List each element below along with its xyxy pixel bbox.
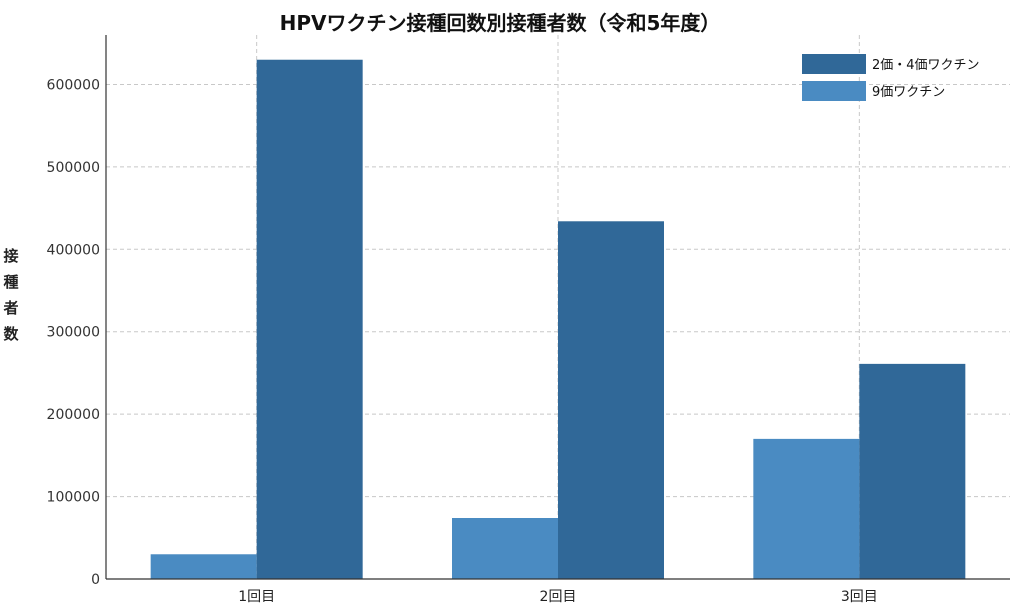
bar-bi-quadrivalent-2 — [558, 221, 664, 579]
y-tick-label: 300000 — [47, 325, 100, 341]
y-axis-label-char: 種 — [3, 273, 19, 291]
legend-label: 2価・4価ワクチン — [872, 58, 980, 73]
bar-nonavalent-1 — [150, 554, 257, 579]
chart-title: HPVワクチン接種回数別接種者数（令和5年度） — [280, 11, 721, 35]
x-tick-label: 3回目 — [841, 589, 878, 605]
y-tick-label: 0 — [91, 572, 100, 588]
x-tick-label: 2回目 — [540, 589, 577, 605]
bars-layer — [150, 59, 966, 579]
y-axis-label: 接種者数 — [0, 243, 22, 347]
bar-nonavalent-2 — [452, 518, 558, 579]
y-tick-label: 600000 — [47, 77, 100, 93]
legend-label: 9価ワクチン — [872, 85, 945, 100]
legend: 2価・4価ワクチン 9価ワクチン — [802, 54, 980, 101]
legend-swatch — [802, 54, 866, 74]
y-tick-label: 500000 — [47, 160, 100, 176]
legend-swatch — [802, 81, 866, 101]
y-axis-label-char: 接 — [3, 247, 19, 265]
y-tick-label: 100000 — [47, 490, 100, 506]
y-axis-label-char: 者 — [3, 299, 19, 317]
bar-bi-quadrivalent-3 — [859, 363, 966, 579]
bar-bi-quadrivalent-1 — [256, 59, 363, 579]
x-tick-label: 1回目 — [238, 589, 275, 605]
y-tick-label: 200000 — [47, 407, 100, 423]
y-axis-label-char: 数 — [3, 325, 19, 343]
y-tick-label: 400000 — [47, 242, 100, 258]
bar-nonavalent-3 — [753, 438, 860, 579]
axes-layer: 0 100000 200000 300000 400000 500000 600000 1回目… — [47, 35, 1010, 605]
